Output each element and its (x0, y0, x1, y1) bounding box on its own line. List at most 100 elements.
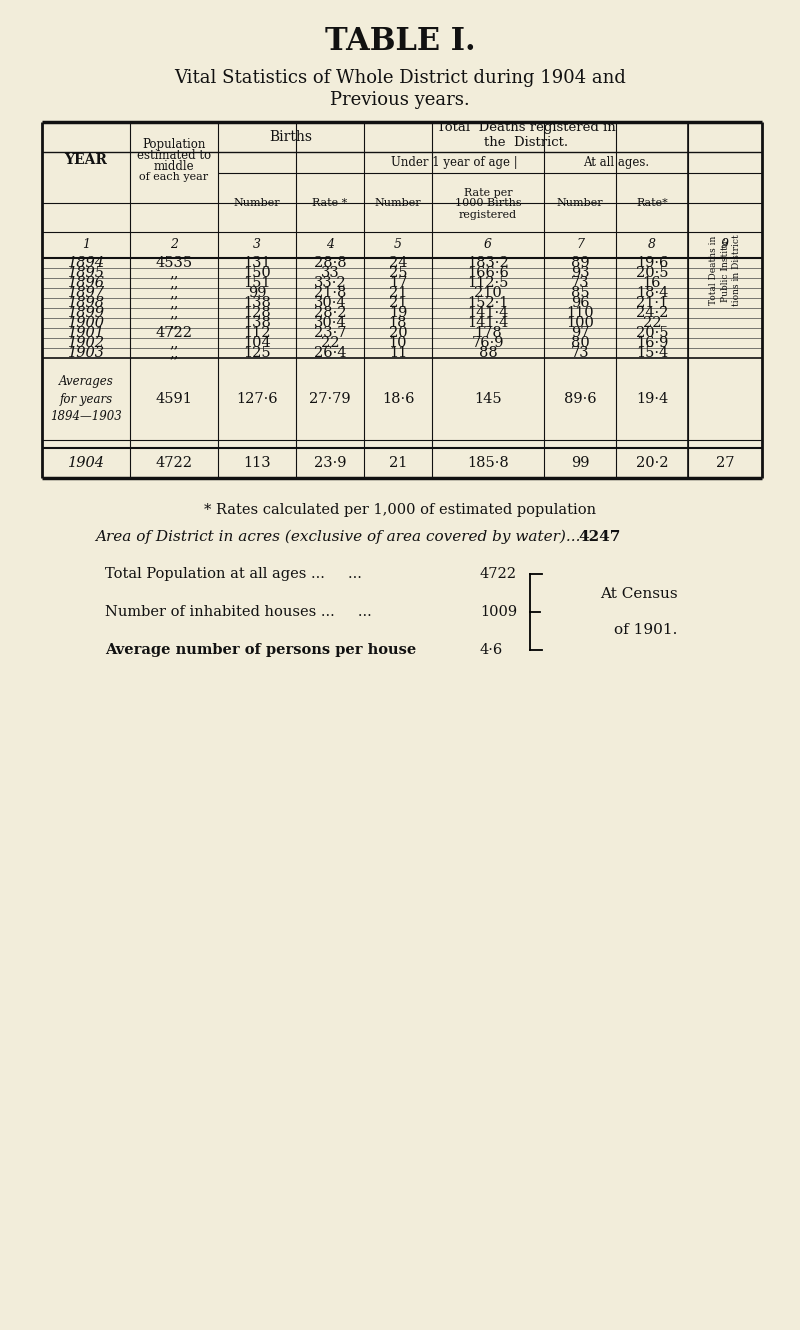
Text: 1000 Births: 1000 Births (454, 198, 522, 209)
Text: ,,: ,, (170, 297, 178, 310)
Text: 20: 20 (389, 326, 407, 340)
Text: 1900: 1900 (67, 317, 105, 330)
Text: 24: 24 (389, 255, 407, 270)
Text: 30·4: 30·4 (314, 317, 346, 330)
Text: 21·8: 21·8 (314, 286, 346, 301)
Text: Number: Number (374, 197, 422, 207)
Text: 138: 138 (243, 297, 271, 310)
Text: 1904: 1904 (67, 456, 105, 469)
Text: 80: 80 (570, 336, 590, 350)
Text: 1895: 1895 (67, 266, 105, 281)
Text: At Census: At Census (600, 587, 678, 601)
Text: 85: 85 (570, 286, 590, 301)
Text: Total Deaths in
Public Institu-
tions in District: Total Deaths in Public Institu- tions in… (710, 234, 741, 306)
Text: 89: 89 (570, 255, 590, 270)
Text: 20·5: 20·5 (636, 266, 668, 281)
Text: Averages
for years
1894—1903: Averages for years 1894—1903 (50, 375, 122, 423)
Text: 19: 19 (389, 306, 407, 321)
Text: 17: 17 (389, 277, 407, 290)
Text: Area of District in acres (exclusive of area covered by water)...: Area of District in acres (exclusive of … (95, 529, 581, 544)
Text: 4591: 4591 (155, 392, 193, 406)
Text: 4·6: 4·6 (480, 642, 503, 657)
Text: 141·4: 141·4 (467, 317, 509, 330)
Text: ,,: ,, (170, 266, 178, 281)
Text: 2: 2 (170, 238, 178, 251)
Text: Rate *: Rate * (312, 197, 348, 207)
Text: 99: 99 (570, 456, 590, 469)
Text: 10: 10 (389, 336, 407, 350)
Text: 20·2: 20·2 (636, 456, 668, 469)
Text: 30·4: 30·4 (314, 297, 346, 310)
Text: 138: 138 (243, 317, 271, 330)
Text: 5: 5 (394, 238, 402, 251)
Text: 18·4: 18·4 (636, 286, 668, 301)
Text: 4: 4 (326, 238, 334, 251)
Text: Previous years.: Previous years. (330, 90, 470, 109)
Text: 3: 3 (253, 238, 261, 251)
Text: 7: 7 (576, 238, 584, 251)
Text: 1899: 1899 (67, 306, 105, 321)
Text: 1896: 1896 (67, 277, 105, 290)
Text: Average number of persons per house: Average number of persons per house (105, 642, 437, 657)
Text: 23·9: 23·9 (314, 456, 346, 469)
Text: 18: 18 (389, 317, 407, 330)
Text: 25: 25 (389, 266, 407, 281)
Text: 4722: 4722 (480, 567, 517, 581)
Text: 6: 6 (484, 238, 492, 251)
Text: 125: 125 (243, 346, 271, 360)
Text: Births: Births (270, 130, 313, 144)
Text: 141·4: 141·4 (467, 306, 509, 321)
Text: 4535: 4535 (155, 255, 193, 270)
Text: estimated to: estimated to (137, 149, 211, 162)
Text: 1902: 1902 (67, 336, 105, 350)
Text: ,,: ,, (170, 317, 178, 330)
Text: ,,: ,, (170, 306, 178, 321)
Text: 112·5: 112·5 (467, 277, 509, 290)
Text: 110: 110 (566, 306, 594, 321)
Text: TABLE I.: TABLE I. (325, 27, 475, 57)
Text: 73: 73 (570, 346, 590, 360)
Text: 26·4: 26·4 (314, 346, 346, 360)
Text: 113: 113 (243, 456, 271, 469)
Text: 104: 104 (243, 336, 271, 350)
Text: 22: 22 (321, 336, 339, 350)
Text: 28·8: 28·8 (314, 255, 346, 270)
Text: 16·9: 16·9 (636, 336, 668, 350)
Text: of each year: of each year (139, 173, 209, 182)
Text: Number: Number (557, 197, 603, 207)
Text: 18·6: 18·6 (382, 392, 414, 406)
Text: 131: 131 (243, 255, 271, 270)
Text: 16: 16 (642, 277, 662, 290)
Text: 1903: 1903 (67, 346, 105, 360)
Text: 19·6: 19·6 (636, 255, 668, 270)
Text: ,,: ,, (170, 277, 178, 290)
Text: the  District.: the District. (484, 137, 568, 149)
Text: 128: 128 (243, 306, 271, 321)
Text: 166·6: 166·6 (467, 266, 509, 281)
Text: 11: 11 (389, 346, 407, 360)
Text: middle: middle (154, 160, 194, 173)
Text: 15·4: 15·4 (636, 346, 668, 360)
Text: 178: 178 (474, 326, 502, 340)
Text: 93: 93 (570, 266, 590, 281)
Text: 27: 27 (716, 456, 734, 469)
Text: Rate per: Rate per (464, 188, 512, 197)
Text: 21: 21 (389, 456, 407, 469)
Text: 1901: 1901 (67, 326, 105, 340)
Text: 27·79: 27·79 (309, 392, 351, 406)
Text: 76·9: 76·9 (472, 336, 504, 350)
Text: 23·7: 23·7 (314, 326, 346, 340)
Text: 150: 150 (243, 266, 271, 281)
Text: Total  Deaths registered in: Total Deaths registered in (437, 121, 615, 134)
Text: 151: 151 (243, 277, 270, 290)
Text: Number: Number (234, 197, 280, 207)
Text: 21: 21 (389, 297, 407, 310)
Text: ,,: ,, (170, 336, 178, 350)
Text: 89·6: 89·6 (564, 392, 596, 406)
Text: 24·2: 24·2 (636, 306, 668, 321)
Text: 28·2: 28·2 (314, 306, 346, 321)
Text: 1: 1 (82, 238, 90, 251)
Text: 88: 88 (478, 346, 498, 360)
Text: Under 1 year of age |: Under 1 year of age | (390, 156, 518, 169)
Text: 21: 21 (389, 286, 407, 301)
